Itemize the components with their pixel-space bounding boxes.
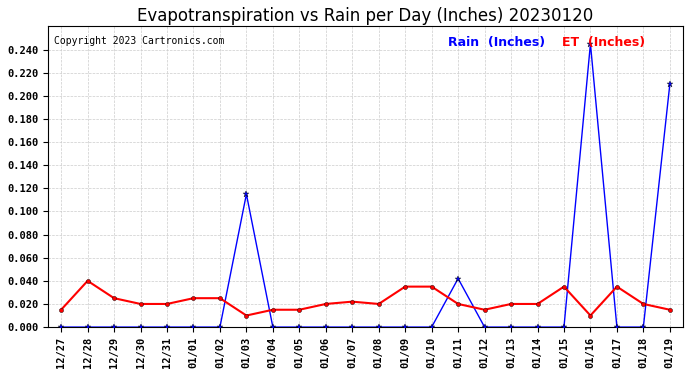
Text: ET  (Inches): ET (Inches) — [562, 36, 646, 48]
Title: Evapotranspiration vs Rain per Day (Inches) 20230120: Evapotranspiration vs Rain per Day (Inch… — [137, 7, 593, 25]
Text: Copyright 2023 Cartronics.com: Copyright 2023 Cartronics.com — [55, 36, 225, 45]
Text: Rain  (Inches): Rain (Inches) — [448, 36, 545, 48]
